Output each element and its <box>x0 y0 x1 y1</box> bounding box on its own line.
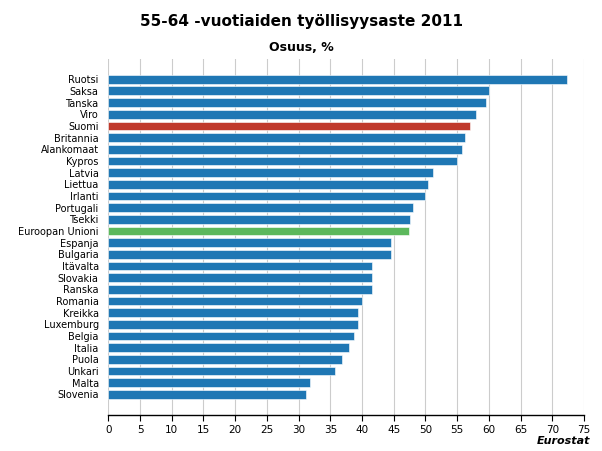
Bar <box>108 320 358 329</box>
Bar <box>108 98 486 107</box>
Bar <box>108 226 409 235</box>
Bar <box>108 215 410 224</box>
Bar <box>108 331 354 341</box>
Bar <box>108 180 428 189</box>
Bar <box>108 192 425 200</box>
Bar <box>108 262 371 270</box>
Bar <box>108 378 310 387</box>
Bar <box>108 168 433 177</box>
Text: 55-64 -vuotiaiden työllisyysaste 2011: 55-64 -vuotiaiden työllisyysaste 2011 <box>140 14 462 28</box>
Bar <box>108 308 358 317</box>
Bar <box>108 343 349 352</box>
Bar <box>108 273 371 282</box>
Bar <box>108 145 462 154</box>
Bar <box>108 203 413 212</box>
Bar <box>108 355 343 364</box>
Bar <box>108 297 362 305</box>
Bar <box>108 110 476 119</box>
Bar <box>108 390 306 399</box>
Bar <box>108 250 391 259</box>
Bar <box>108 87 489 95</box>
Bar <box>108 75 567 83</box>
Bar <box>108 238 391 247</box>
Bar <box>108 367 335 375</box>
Bar <box>108 285 371 294</box>
Bar <box>108 156 457 165</box>
Bar <box>108 121 470 130</box>
Text: Osuus, %: Osuus, % <box>268 41 334 54</box>
Bar <box>108 133 465 142</box>
Text: Eurostat: Eurostat <box>536 437 590 446</box>
